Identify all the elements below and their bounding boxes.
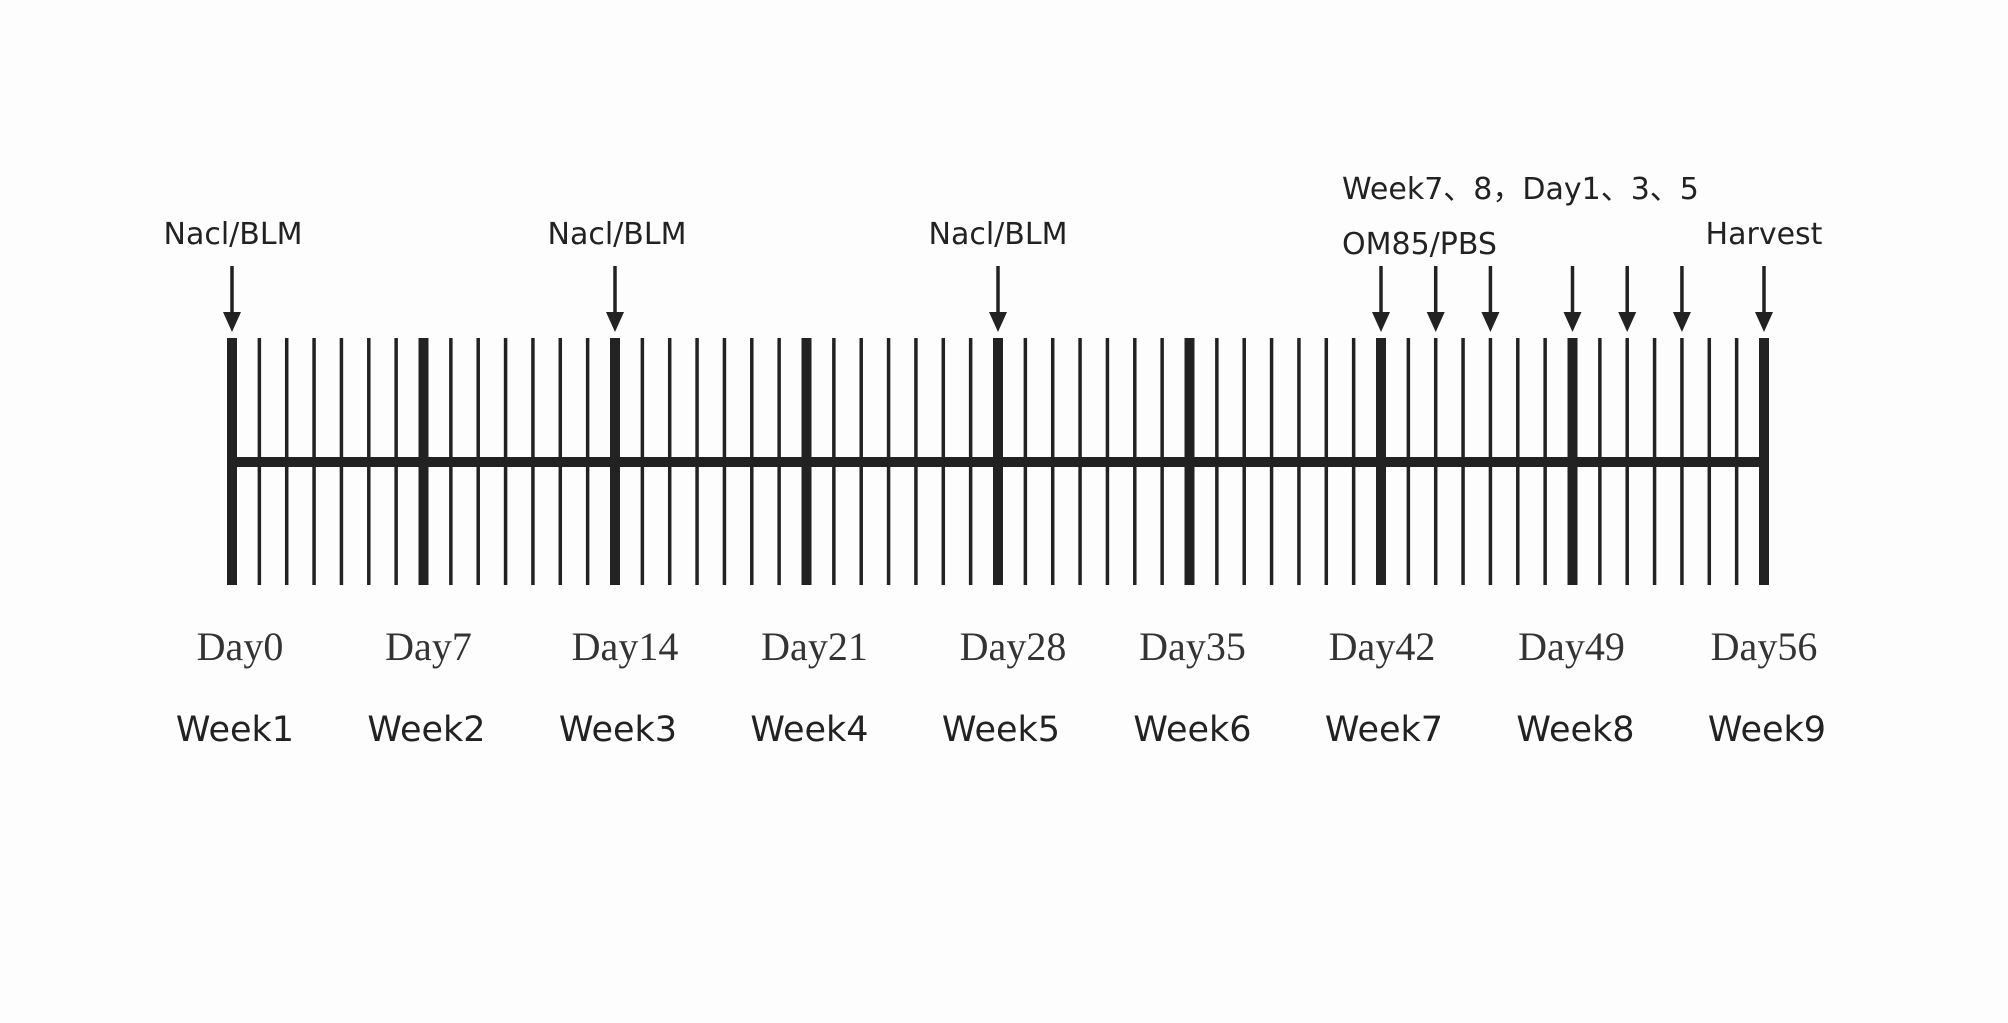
arrow-om85-pbs-day-44: [1426, 266, 1445, 332]
arrow-om85-pbs-day-51: [1618, 266, 1637, 332]
day-label-35: Day35: [1139, 624, 1246, 669]
day-label-56: Day56: [1711, 624, 1818, 669]
week-labels: Week1 Week2 Week3 Week4 Week5 Week6 Week7 Week8…: [176, 710, 1826, 750]
week-label-week2: Week2: [367, 710, 485, 750]
event-arrows: [223, 266, 1773, 332]
arrow-head: [1563, 312, 1582, 332]
arrow-head: [989, 312, 1007, 332]
day-labels: Day0 Day7 Day14 Day21 Day28 Day35 Day42 Day49 Da…: [197, 624, 1818, 669]
week-label-week8: Week8: [1516, 710, 1634, 750]
week-label-week1: Week1: [176, 710, 294, 750]
arrow-nacl-blm-day-0: [223, 266, 241, 332]
annotation-om85-pbs: OM85/PBS: [1342, 227, 1497, 262]
arrow-head: [1426, 312, 1445, 332]
annotation-nacl-blm-day0: Nacl/BLM: [164, 217, 303, 252]
arrow-head: [1672, 312, 1691, 332]
week-label-week9: Week9: [1708, 710, 1826, 750]
arrow-nacl-blm-day-28: [989, 266, 1007, 332]
annotation-om85-schedule: Week7、8，Day1、3、5: [1342, 172, 1699, 207]
arrow-head: [606, 312, 624, 332]
annotation-harvest: Harvest: [1706, 217, 1823, 252]
arrow-om85-pbs-day-46: [1481, 266, 1500, 332]
arrow-head: [1481, 312, 1500, 332]
day-label-28: Day28: [960, 624, 1067, 669]
day-label-7: Day7: [385, 624, 472, 669]
arrow-head: [1755, 312, 1773, 332]
week-label-week4: Week4: [750, 710, 868, 750]
day-label-42: Day42: [1329, 624, 1436, 669]
day-label-49: Day49: [1518, 624, 1625, 669]
arrow-om85-pbs-day-53: [1672, 266, 1691, 332]
day-label-0: Day0: [197, 624, 284, 669]
arrow-om85-pbs-day-49: [1563, 266, 1582, 332]
week-label-week5: Week5: [942, 710, 1060, 750]
arrow-head: [223, 312, 241, 332]
arrow-harvest-day-56: [1755, 266, 1773, 332]
week-label-week3: Week3: [559, 710, 677, 750]
week-label-week7: Week7: [1325, 710, 1443, 750]
week-label-week6: Week6: [1133, 710, 1251, 750]
arrow-head: [1618, 312, 1637, 332]
annotation-nacl-blm-day14: Nacl/BLM: [548, 217, 687, 252]
annotation-nacl-blm-day28: Nacl/BLM: [929, 217, 1068, 252]
arrow-nacl-blm-day-14: [606, 266, 624, 332]
day-label-21: Day21: [761, 624, 868, 669]
day-label-14: Day14: [572, 624, 679, 669]
arrow-om85-pbs-day-42: [1372, 266, 1390, 332]
arrow-head: [1372, 312, 1390, 332]
